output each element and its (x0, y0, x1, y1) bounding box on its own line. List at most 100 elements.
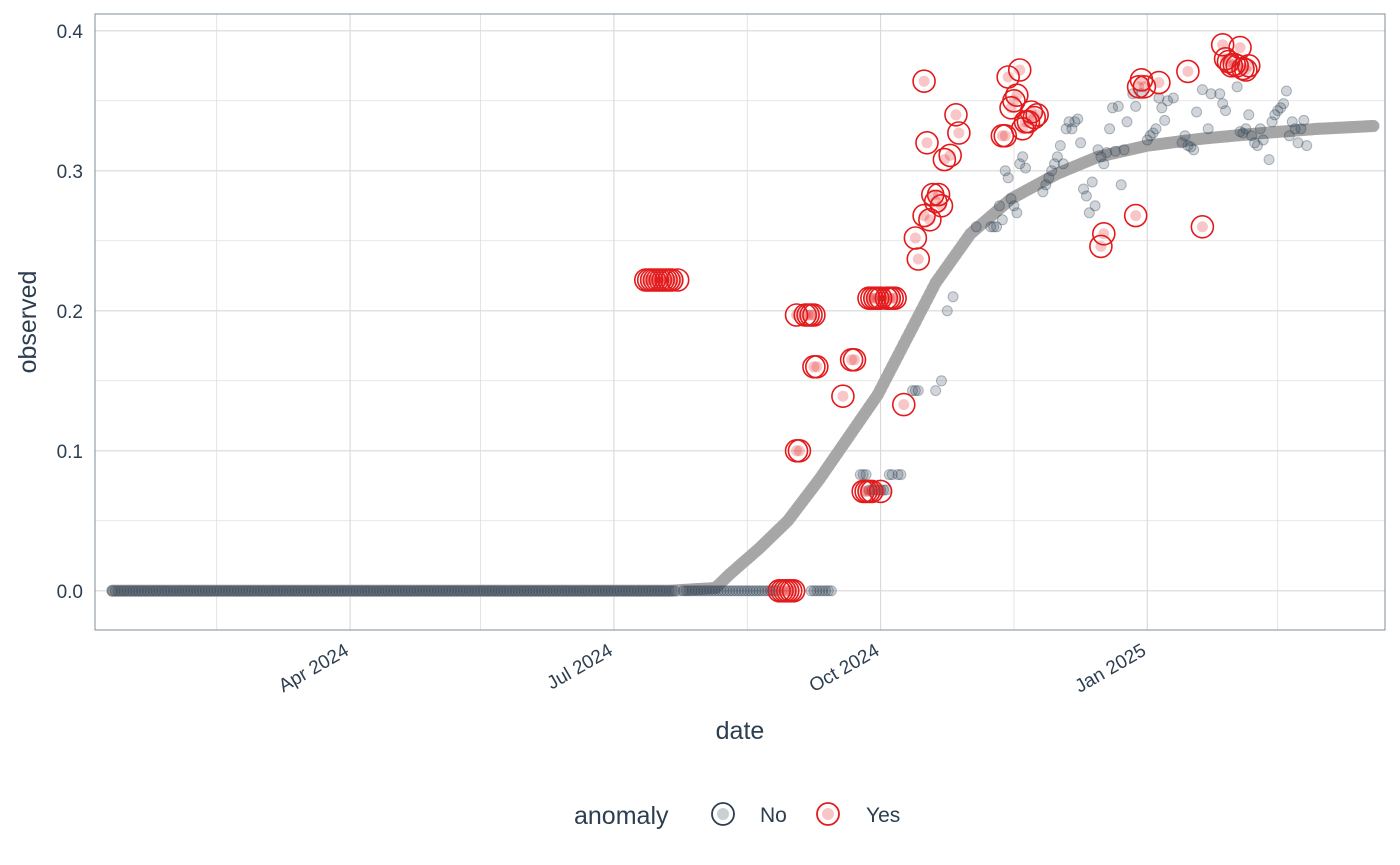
anomaly-point (886, 292, 898, 304)
normal-point (1049, 158, 1061, 170)
normal-point (518, 585, 530, 597)
normal-point (811, 585, 823, 597)
normal-point (260, 585, 272, 597)
normal-point (1072, 113, 1084, 125)
normal-point (1020, 162, 1032, 174)
normal-point (892, 469, 904, 481)
anomaly-point (793, 445, 805, 457)
normal-point (1240, 123, 1252, 135)
normal-point (550, 585, 562, 597)
normal-point (1243, 109, 1255, 121)
anomaly-ring (891, 392, 916, 417)
y-axis-ticks: 0.0 0.1 0.2 0.3 0.4 (57, 22, 84, 603)
normal-point (1112, 100, 1124, 112)
anomaly-point (860, 485, 872, 497)
normal-point (669, 585, 681, 597)
normal-point (492, 585, 504, 597)
normal-point (698, 585, 710, 597)
normal-point (228, 585, 240, 597)
x-axis-ticks: Apr 2024 Jul 2024 Oct 2024 Jan 2025 (275, 640, 1149, 697)
normal-point (1167, 92, 1179, 104)
anomaly-point (950, 109, 962, 121)
normal-point (535, 585, 547, 597)
normal-point (437, 585, 449, 597)
normal-point (570, 585, 582, 597)
anomaly-point (1031, 109, 1043, 121)
anomaly-ring (932, 147, 957, 172)
normal-point (196, 585, 208, 597)
normal-point (219, 585, 231, 597)
anomaly-point (953, 127, 965, 139)
normal-point (344, 585, 356, 597)
normal-point (591, 585, 603, 597)
normal-point (750, 585, 762, 597)
anomaly-ring (831, 384, 855, 409)
normal-point (744, 585, 756, 597)
normal-point (330, 585, 342, 597)
normal-point (370, 585, 382, 597)
normal-point (173, 585, 185, 597)
normal-point (202, 585, 214, 597)
normal-point (619, 585, 631, 597)
normal-point (996, 214, 1008, 226)
normal-point (634, 585, 646, 597)
normal-point (683, 585, 695, 597)
normal-point (356, 585, 368, 597)
anomaly-point (1130, 210, 1142, 222)
normal-point (1040, 179, 1052, 191)
normal-point (243, 585, 255, 597)
normal-point (756, 585, 768, 597)
anomaly-point (1014, 64, 1026, 76)
normal-point (231, 585, 243, 597)
anomaly-point (935, 200, 947, 212)
normal-point (431, 585, 443, 597)
normal-point (509, 585, 521, 597)
normal-point (1014, 158, 1026, 170)
anomaly-ring (1007, 58, 1032, 82)
normal-point (359, 585, 371, 597)
anomaly-point (912, 253, 924, 265)
normal-point (333, 585, 345, 597)
normal-point (643, 585, 655, 597)
normal-point (457, 585, 469, 597)
normal-point (130, 585, 142, 597)
normal-point (417, 585, 429, 597)
anomaly-ring (1022, 105, 1047, 130)
normal-point (909, 385, 921, 397)
normal-point (1292, 137, 1304, 149)
normal-point (1046, 165, 1058, 177)
normal-point (582, 585, 594, 597)
legend: anomaly No Yes (574, 802, 900, 830)
normal-point (1080, 190, 1092, 202)
normal-point (808, 585, 820, 597)
normal-point (1075, 137, 1087, 149)
normal-point (240, 585, 252, 597)
anomaly-ring (787, 438, 812, 463)
normal-point (379, 585, 391, 597)
anomaly-point (811, 361, 823, 373)
normal-point (1214, 88, 1226, 100)
normal-point (1202, 123, 1214, 135)
normal-point (735, 585, 747, 597)
normal-point (1109, 145, 1121, 157)
normal-point (1257, 134, 1269, 146)
normal-point (985, 221, 997, 233)
normal-point (1066, 123, 1078, 135)
anomaly-point (1028, 112, 1040, 124)
normal-point (1060, 123, 1072, 135)
normal-point (1231, 81, 1243, 93)
normal-point (741, 585, 753, 597)
normal-point (318, 585, 330, 597)
normal-point (440, 585, 452, 597)
normal-point (390, 585, 402, 597)
normal-point (364, 585, 376, 597)
normal-point (544, 585, 556, 597)
anomaly-point (944, 149, 956, 161)
anomaly-point (1002, 71, 1014, 83)
normal-point (1043, 172, 1055, 184)
normal-point (692, 585, 704, 597)
normal-point (353, 585, 365, 597)
anomaly-ring (1147, 70, 1171, 95)
normal-point (1159, 114, 1171, 126)
normal-point (614, 585, 626, 597)
